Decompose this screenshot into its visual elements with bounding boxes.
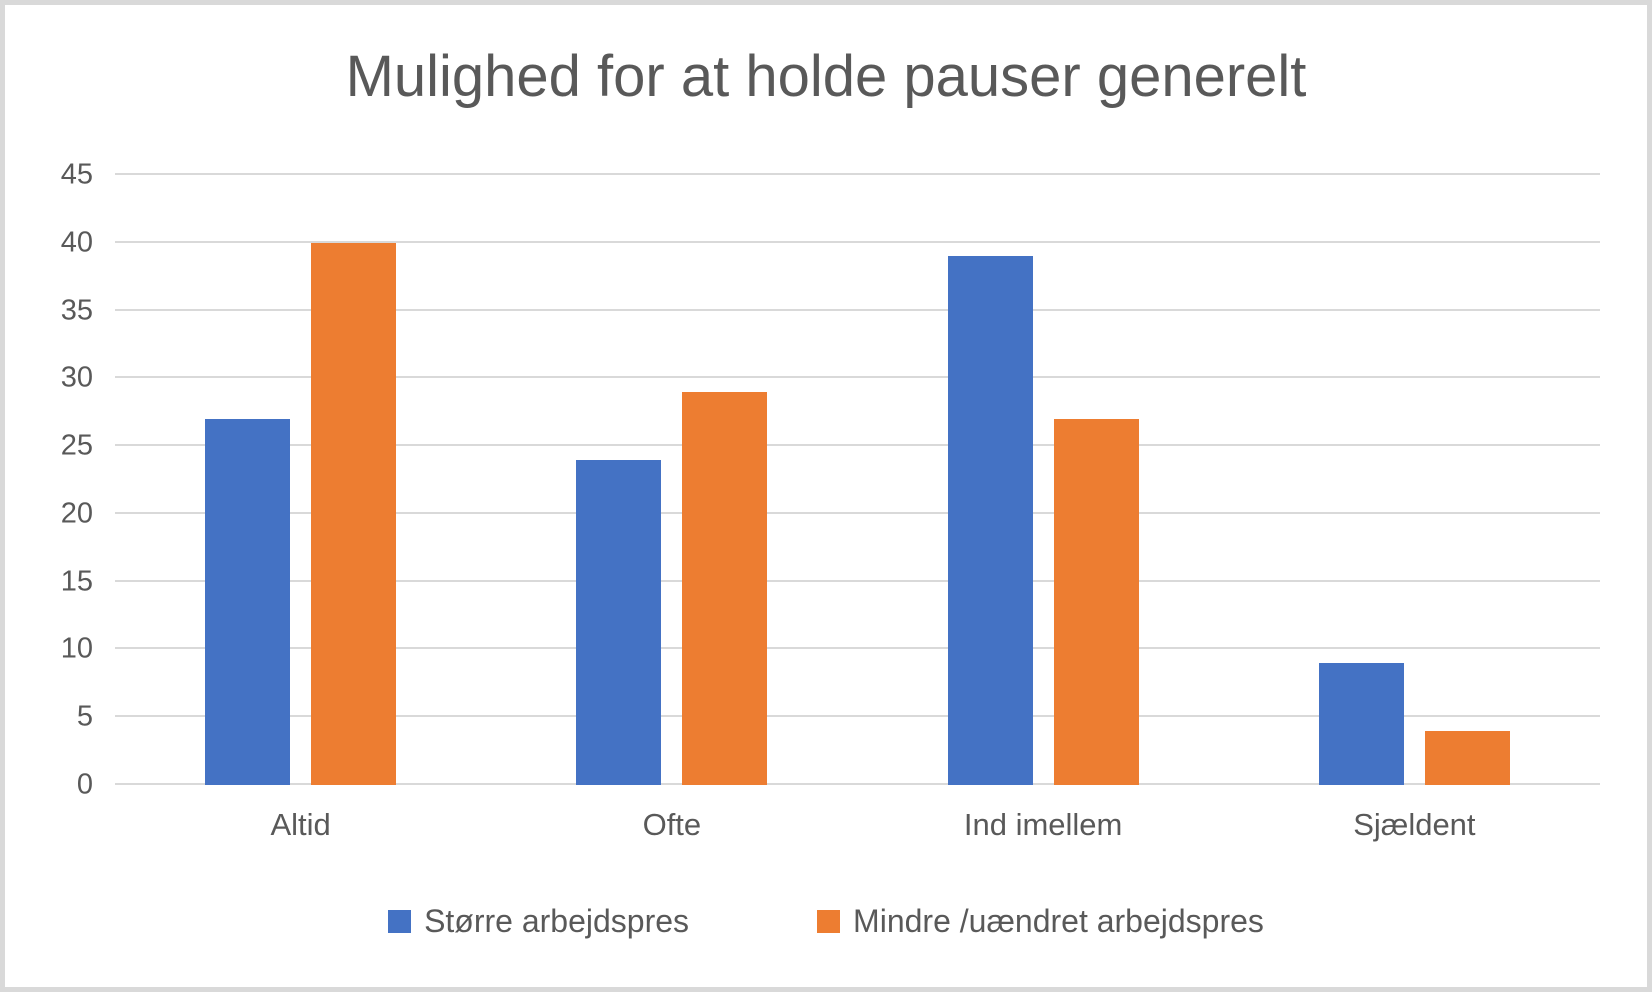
gridline	[115, 444, 1600, 447]
bar-groups	[115, 175, 1600, 785]
y-tick-label: 15	[60, 565, 93, 598]
gridline	[115, 173, 1600, 175]
bar	[1053, 419, 1139, 785]
y-tick-label: 40	[60, 226, 93, 259]
bar-group	[486, 175, 857, 785]
bar-group	[115, 175, 486, 785]
y-tick-label: 10	[60, 632, 93, 665]
legend-label: Mindre /uændret arbejdspres	[853, 903, 1264, 939]
y-tick-label: 25	[60, 429, 93, 462]
gridline	[115, 647, 1600, 650]
gridline	[115, 240, 1600, 243]
bar-group	[1229, 175, 1600, 785]
legend-item: Mindre /uændret arbejdspres	[817, 903, 1264, 940]
legend-label: Større arbejdspres	[424, 903, 690, 939]
x-axis: Altid Ofte Ind imellem Sjældent	[115, 803, 1600, 847]
category-label: Sjældent	[1353, 807, 1476, 842]
legend-item: Større arbejdspres	[388, 903, 689, 940]
plot-area	[115, 173, 1600, 785]
bar	[947, 256, 1033, 785]
legend-color-swatch	[388, 910, 412, 933]
y-tick-label: 0	[76, 768, 93, 801]
y-tick-label: 5	[76, 700, 93, 733]
chart-title: Mulighed for at holde pauser generelt	[345, 44, 1307, 109]
gridline	[115, 376, 1600, 379]
gridline	[115, 715, 1600, 718]
bar	[1318, 663, 1404, 785]
bar	[205, 419, 291, 785]
category-label: Altid	[270, 807, 331, 842]
bar	[1424, 730, 1510, 785]
y-tick-label: 35	[60, 294, 93, 327]
category-label: Ind imellem	[963, 807, 1123, 842]
legend-color-swatch	[817, 910, 841, 933]
bar	[682, 391, 768, 785]
gridline	[115, 783, 1600, 785]
bar-group	[858, 175, 1229, 785]
bar	[311, 242, 397, 785]
y-tick-label: 20	[60, 497, 93, 530]
legend: Større arbejdspres Mindre /uændret arbejd…	[5, 903, 1647, 940]
gridline	[115, 579, 1600, 582]
y-tick-label: 45	[60, 158, 93, 191]
gridline	[115, 511, 1600, 514]
y-axis: 0 5 10 15 20 25 30 35 40 45	[5, 160, 93, 799]
gridline	[115, 308, 1600, 311]
category-label: Ofte	[642, 807, 702, 842]
bar	[576, 459, 662, 785]
y-tick-label: 30	[60, 361, 93, 394]
